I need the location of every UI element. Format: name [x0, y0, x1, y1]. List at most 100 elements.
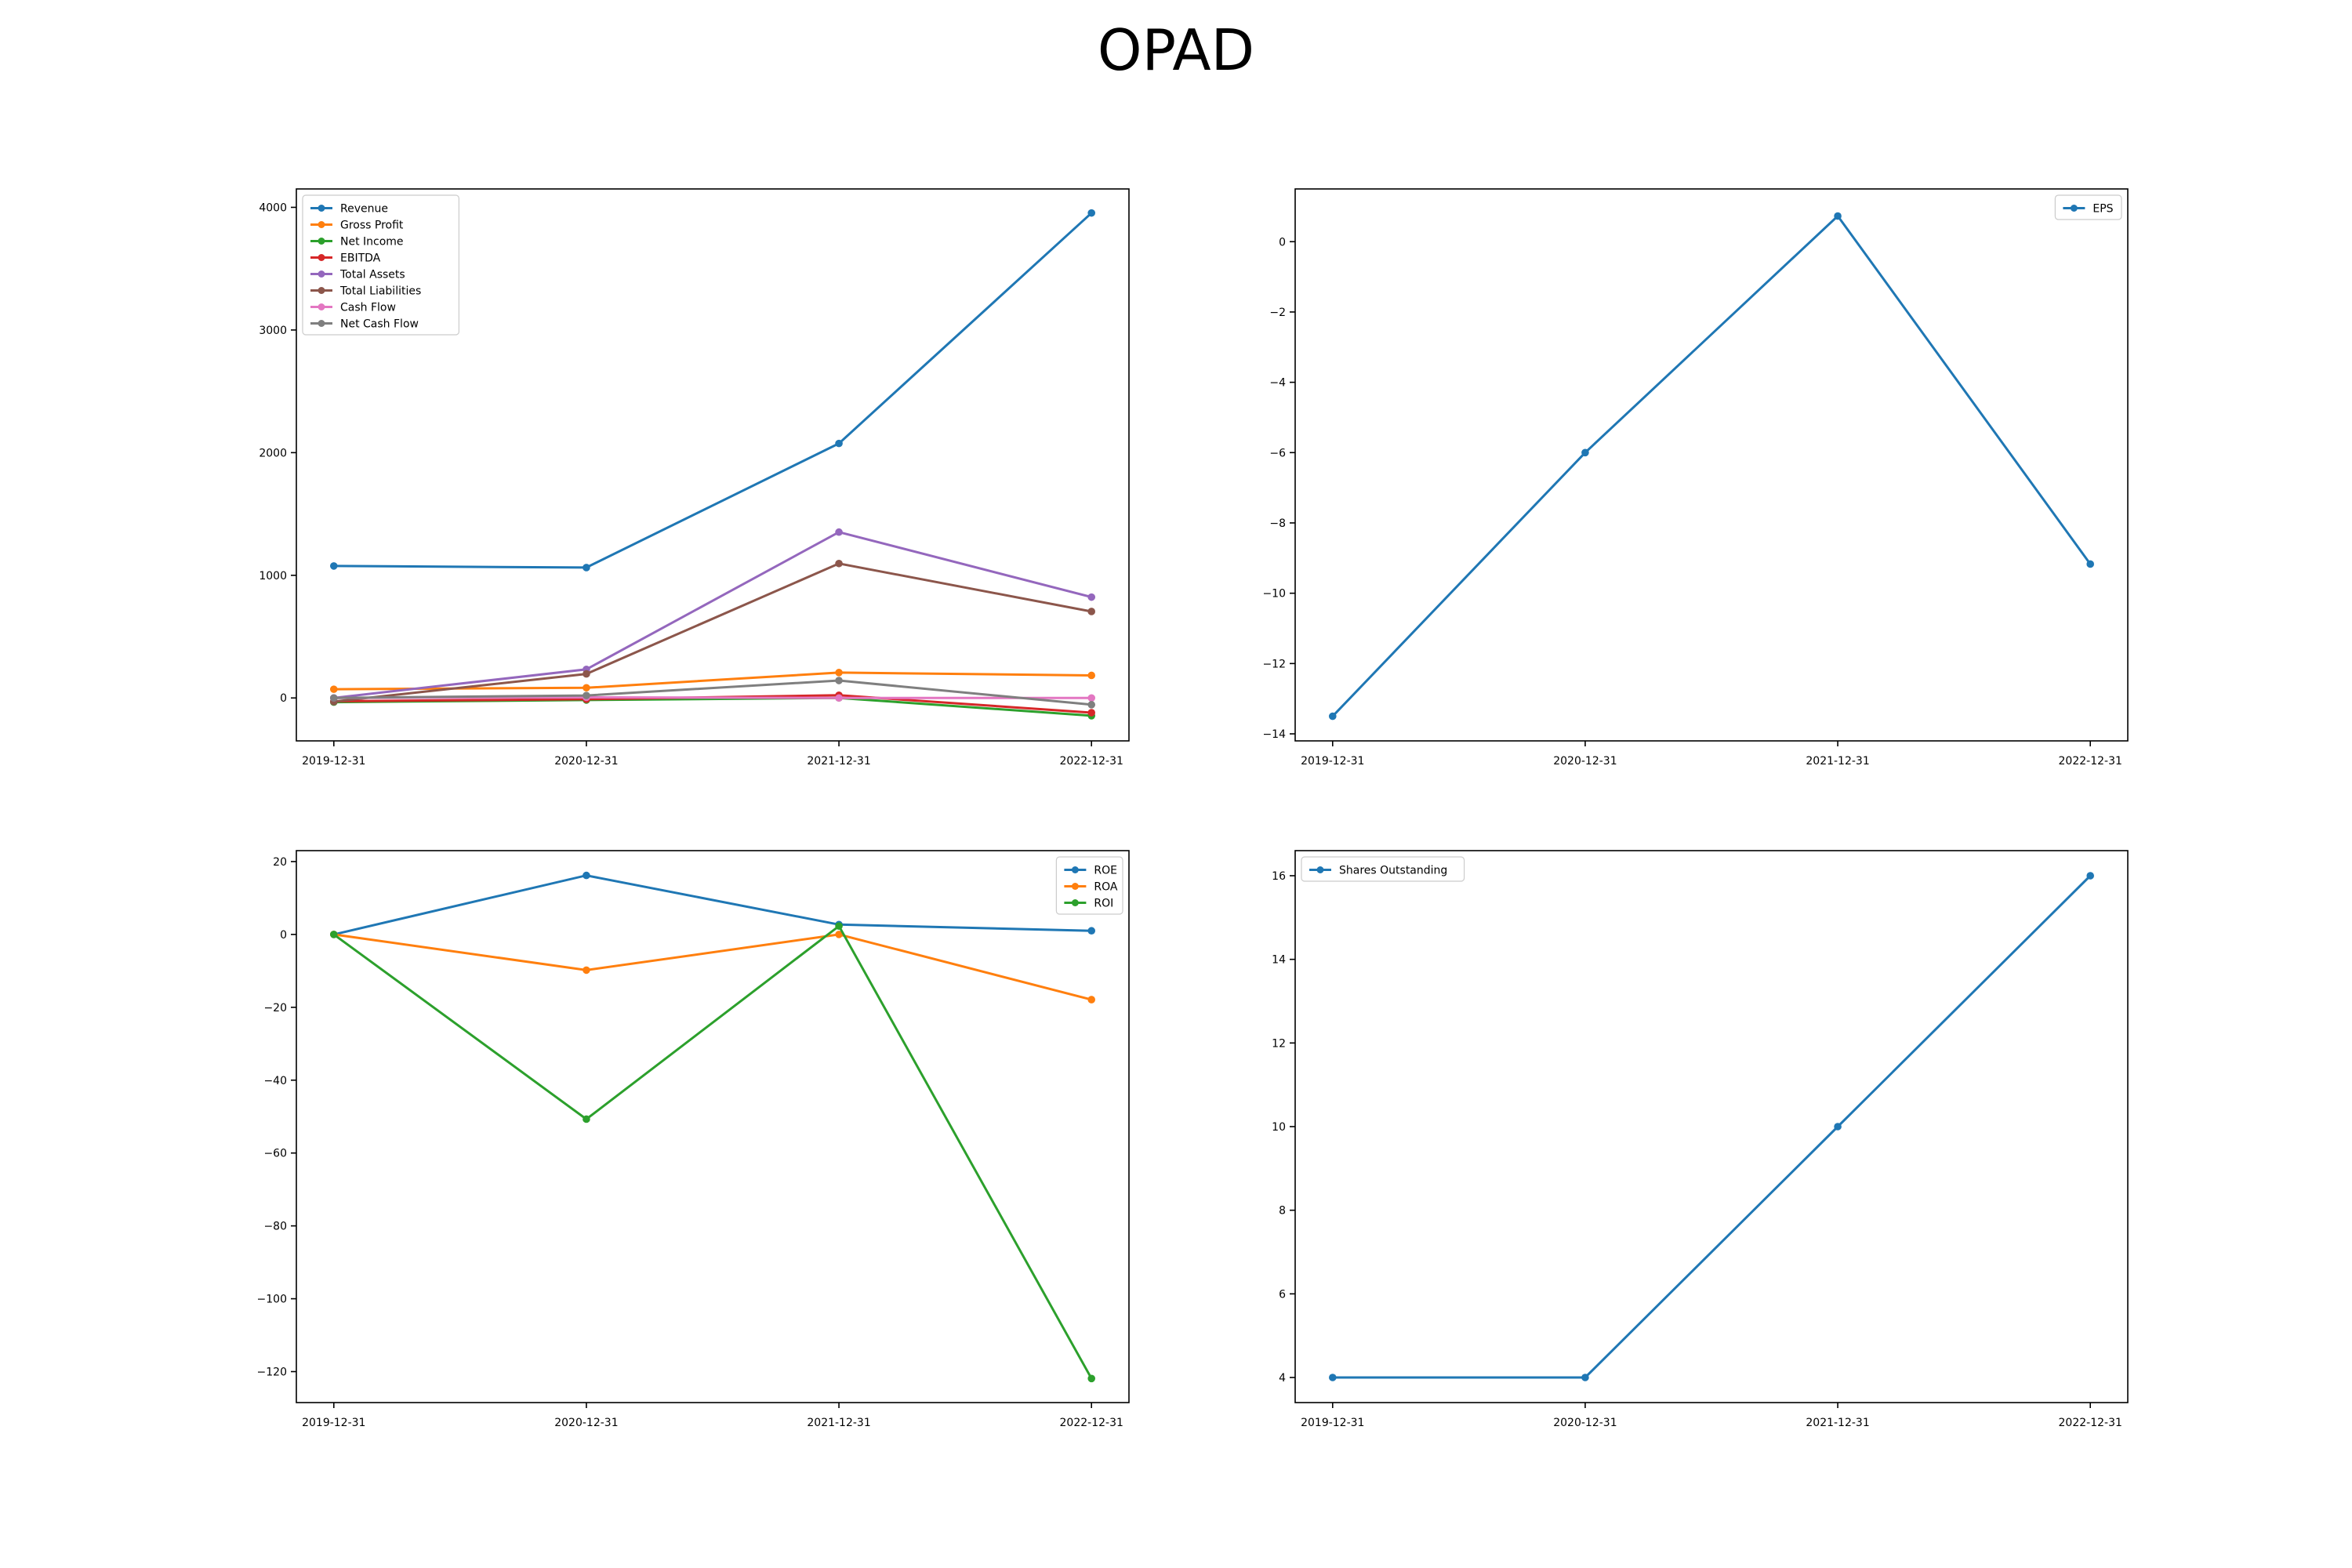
data-point	[1834, 1123, 1842, 1131]
legend-marker	[318, 270, 325, 278]
legend-label: Net Income	[340, 236, 404, 249]
data-point	[835, 669, 843, 677]
chart-financials: 2019-12-31 2020-12-31 2021-12-31 2022-12-31…	[259, 188, 1130, 768]
data-point	[1087, 593, 1096, 601]
x-tick-label: 2020-12-31	[1553, 1417, 1617, 1429]
legend-box	[2054, 194, 2122, 220]
y-tick-label: 1000	[259, 570, 287, 583]
legend-marker	[318, 287, 325, 294]
data-point	[835, 559, 843, 568]
series-line	[333, 212, 1093, 569]
x-tick-label: 2021-12-31	[807, 1417, 870, 1429]
y-tick-label: 2000	[259, 447, 287, 459]
data-point	[835, 931, 843, 938]
chart-returns: 2019-12-31 2020-12-31 2021-12-31 2022-12-31…	[257, 850, 1130, 1429]
y-tick-label: 4000	[259, 201, 287, 214]
x-tick-label: 2019-12-31	[1301, 1417, 1364, 1429]
legend-marker	[1071, 866, 1079, 873]
legend-label: EBITDA	[340, 252, 381, 265]
x-tick-label: 2021-12-31	[1806, 1417, 1869, 1429]
data-point	[1087, 1374, 1096, 1383]
data-point	[1328, 1374, 1337, 1381]
data-point	[329, 931, 338, 938]
series-line	[333, 671, 1092, 691]
y-tick-label: −14	[1262, 728, 1286, 741]
x-tick-label: 2022-12-31	[2059, 755, 2122, 768]
series-line	[333, 933, 1092, 1001]
legend-label: Total Assets	[339, 269, 405, 281]
legend-marker	[318, 254, 325, 261]
data-point	[835, 528, 843, 536]
chart-eps: 2019-12-31 2020-12-31 2021-12-31 2022-12-31…	[1262, 188, 2129, 768]
x-tick-label: 2022-12-31	[2059, 1417, 2122, 1429]
data-point	[2086, 872, 2095, 880]
legend-label: ROA	[1094, 881, 1118, 894]
data-point	[1087, 209, 1096, 217]
data-point	[1087, 701, 1096, 709]
legend-marker	[1071, 899, 1079, 906]
y-tick-label: −100	[257, 1294, 287, 1306]
legend-label: Revenue	[340, 203, 388, 216]
legend-marker	[318, 238, 325, 245]
plot-frame	[1294, 188, 2129, 742]
legend-label: Total Liabilities	[339, 285, 421, 298]
y-tick-label: −120	[257, 1367, 287, 1379]
legend-box	[302, 194, 459, 336]
y-tick-label: −4	[1269, 377, 1286, 390]
y-tick-label: 0	[280, 929, 287, 942]
y-tick-label: 10	[1272, 1121, 1286, 1134]
data-point	[1581, 1374, 1589, 1381]
plot-frame	[296, 850, 1130, 1403]
y-tick-label: 12	[1272, 1037, 1286, 1050]
x-tick-label: 2020-12-31	[554, 1417, 618, 1429]
y-tick-label: −12	[1262, 658, 1286, 670]
y-tick-label: −8	[1269, 517, 1286, 530]
data-point	[2086, 560, 2095, 568]
data-point	[329, 685, 338, 693]
y-tick-label: 4	[1279, 1372, 1286, 1385]
legend-marker	[318, 221, 325, 228]
page-title: OPAD	[1097, 17, 1255, 83]
series-line	[333, 679, 1092, 706]
plot-frame	[1294, 850, 2129, 1403]
chart-shares-outstanding: 2019-12-31 2020-12-31 2021-12-31 2022-12-31…	[1272, 850, 2129, 1429]
y-tick-label: 8	[1279, 1205, 1286, 1218]
y-tick-label: 0	[1279, 236, 1286, 249]
data-point	[1328, 712, 1337, 720]
legend-label: Cash Flow	[340, 302, 396, 314]
y-tick-label: −6	[1269, 447, 1286, 459]
legend-label: EPS	[2092, 203, 2113, 216]
x-tick-label: 2020-12-31	[1553, 755, 1617, 768]
x-tick-label: 2019-12-31	[302, 755, 365, 768]
data-point	[583, 1115, 590, 1123]
series-line	[333, 562, 1092, 703]
x-tick-label: 2022-12-31	[1060, 755, 1123, 768]
legend-label: Gross Profit	[340, 220, 404, 232]
y-tick-label: 0	[280, 692, 287, 705]
y-tick-label: −40	[263, 1075, 287, 1087]
legend-label: ROI	[1094, 898, 1113, 910]
y-tick-label: −80	[263, 1221, 287, 1233]
y-tick-label: −60	[263, 1148, 287, 1160]
data-point	[583, 966, 590, 975]
data-point	[835, 439, 843, 448]
legend-marker	[1071, 883, 1079, 890]
data-point	[1087, 694, 1096, 702]
legend-label: ROE	[1094, 865, 1117, 877]
series-line	[1331, 214, 2092, 717]
y-tick-label: 6	[1279, 1288, 1286, 1301]
data-point	[329, 562, 338, 570]
legend-marker	[318, 205, 325, 212]
data-point	[583, 871, 590, 880]
y-tick-label: −10	[1262, 588, 1286, 601]
y-tick-label: 14	[1272, 954, 1286, 967]
data-point	[835, 922, 843, 930]
legend-marker	[318, 303, 325, 310]
plot-frame	[296, 188, 1130, 742]
x-tick-label: 2021-12-31	[807, 755, 870, 768]
data-point	[1087, 996, 1096, 1004]
legend-label: Net Cash Flow	[340, 318, 419, 331]
x-tick-label: 2022-12-31	[1060, 1417, 1123, 1429]
data-point	[1581, 448, 1589, 457]
